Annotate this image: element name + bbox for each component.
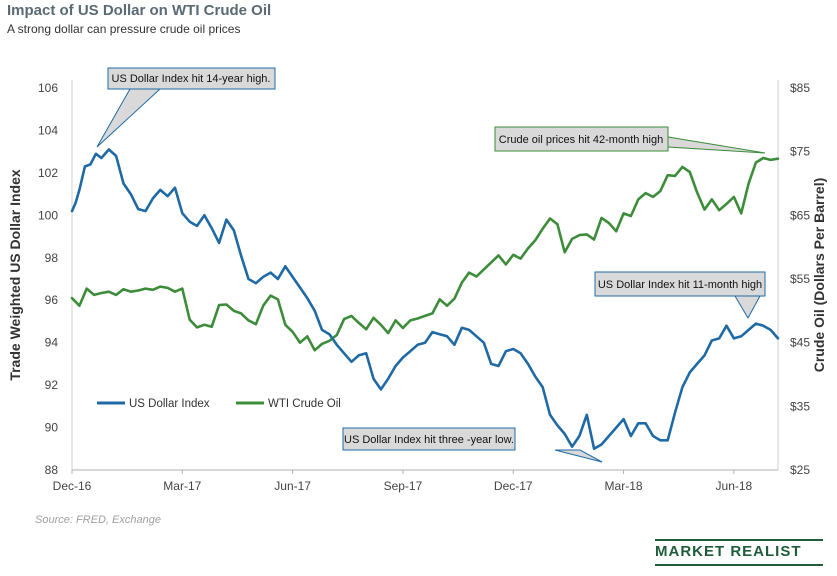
left-y-tick-100: 100 <box>38 208 58 222</box>
annotation-usd-11mo-high-text: US Dollar Index hit 11-month high <box>598 279 762 291</box>
right-y-tick-65: $65 <box>790 208 810 222</box>
annotation-usd-14yr-high-box <box>107 67 276 90</box>
annotation-oil-42mo-high-text: Crude oil prices hit 42-month high <box>499 134 663 146</box>
right-y-tick-55: $55 <box>790 272 810 286</box>
annotation-usd-14yr-high: US Dollar Index hit 14-year high. <box>96 67 276 148</box>
x-tick-Jun-17: Jun-17 <box>274 479 311 493</box>
annotation-oil-42mo-high-box <box>494 126 669 152</box>
annotation-usd-3yr-low-text: US Dollar Index hit three -year low. <box>344 434 514 446</box>
annotation-usd-11mo-high-pointer <box>734 295 761 320</box>
chart-subtitle: A strong dollar can pressure crude oil p… <box>7 22 241 36</box>
source-note: Source: FRED, Exchange <box>35 514 161 526</box>
left-y-tick-104: 104 <box>38 123 58 137</box>
series-line-wti-crude-oil <box>70 156 780 352</box>
x-tick-Sep-17: Sep-17 <box>384 479 423 493</box>
right-y-tick-25: $25 <box>790 463 810 477</box>
right-y-tick-labels: $25 $35 $45 $55 $65 $75 $85 <box>790 81 810 477</box>
left-y-tick-98: 98 <box>45 251 59 265</box>
brand-rule-top <box>655 539 823 541</box>
brand-logo: MARKET REALIST <box>655 543 802 560</box>
legend-label-usd: US Dollar Index <box>129 398 210 410</box>
annotation-usd-14yr-high-text: US Dollar Index hit 14-year high. <box>112 73 271 85</box>
x-tick-Mar-18: Mar-18 <box>605 479 643 493</box>
x-tick-Jun-18: Jun-18 <box>716 479 753 493</box>
annotation-usd-14yr-high-pointer <box>96 88 162 148</box>
annotation-oil-42mo-high-pointer <box>667 136 766 154</box>
annotation-oil-42mo-high: Crude oil prices hit 42-month high <box>494 126 766 154</box>
left-y-tick-106: 106 <box>38 81 58 95</box>
legend: US Dollar Index WTI Crude Oil <box>97 398 341 410</box>
x-tick-Mar-17: Mar-17 <box>163 479 201 493</box>
legend-label-wti: WTI Crude Oil <box>268 398 341 410</box>
left-y-tick-92: 92 <box>45 378 59 392</box>
annotation-usd-3yr-low-box <box>342 427 516 451</box>
series-line-us-dollar-index <box>70 148 780 451</box>
left-y-tick-96: 96 <box>45 293 59 307</box>
left-y-tick-labels: 88 90 92 94 96 98 100 102 104 106 <box>38 81 58 477</box>
brand-rule-bottom <box>655 564 823 566</box>
annotation-usd-3yr-low: US Dollar Index hit three -year low. <box>342 427 603 463</box>
left-y-axis-label: Trade Weighted US Dollar Index <box>7 169 23 381</box>
x-tick-Dec-16: Dec-16 <box>53 479 92 493</box>
right-y-tick-85: $85 <box>790 81 810 95</box>
left-y-tick-94: 94 <box>45 336 59 350</box>
series-layer <box>70 148 780 451</box>
x-tick-labels: Dec-16 Mar-17 Jun-17 Sep-17 Dec-17 Mar-18 Jun-… <box>53 470 753 493</box>
left-y-tick-90: 90 <box>45 421 59 435</box>
chart-title: Impact of US Dollar on WTI Crude Oil <box>7 2 272 19</box>
right-y-tick-45: $45 <box>790 336 810 350</box>
left-y-tick-88: 88 <box>45 463 59 477</box>
x-tick-Dec-17: Dec-17 <box>494 479 533 493</box>
annotation-usd-11mo-high-box <box>594 271 766 297</box>
annotation-usd-11mo-high: US Dollar Index hit 11-month high <box>594 271 766 320</box>
annotation-usd-3yr-low-pointer <box>554 449 603 463</box>
right-y-axis-label: Crude Oil (Dollars Per Barrel) <box>811 178 827 373</box>
right-y-tick-35: $35 <box>790 399 810 413</box>
right-y-tick-75: $75 <box>790 145 810 159</box>
left-y-tick-102: 102 <box>38 166 58 180</box>
